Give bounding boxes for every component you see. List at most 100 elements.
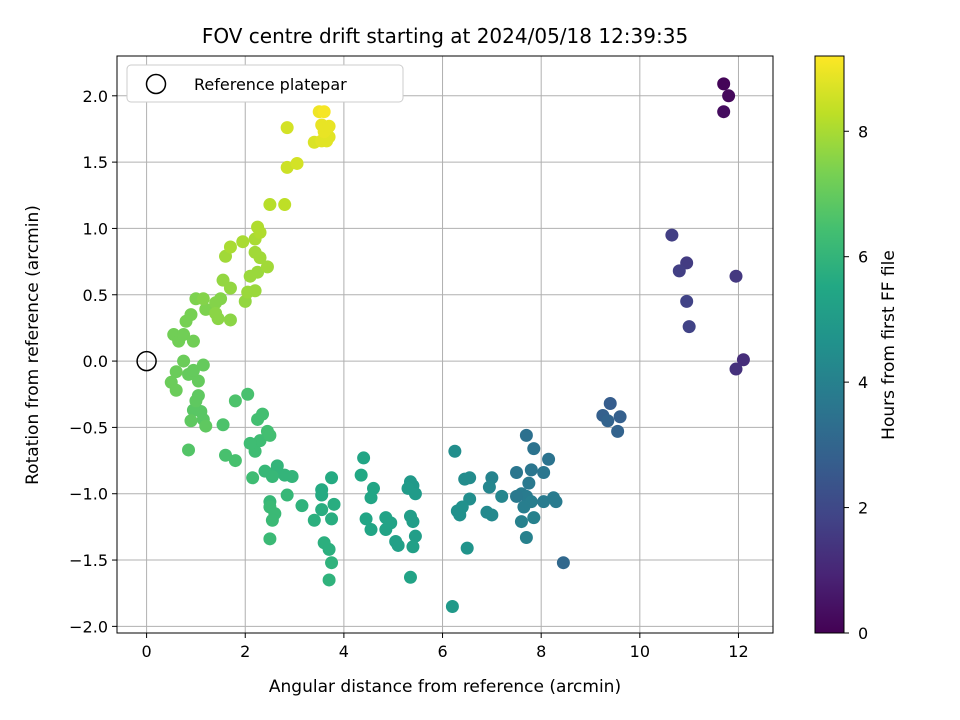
scatter-point: [519, 530, 533, 544]
scatter-point: [359, 512, 373, 526]
scatter-point: [537, 466, 551, 480]
chart-title: FOV centre drift starting at 2024/05/18 …: [202, 24, 688, 48]
scatter-point: [223, 240, 237, 254]
scatter-point: [199, 302, 213, 316]
colorbar-gradient: [814, 55, 845, 634]
scatter-point: [519, 428, 533, 442]
colorbar-tick-label: 8: [858, 122, 868, 141]
scatter-point: [601, 414, 615, 428]
scatter-point: [524, 463, 538, 477]
scatter-point: [325, 471, 339, 485]
scatter-point: [219, 448, 233, 462]
scatter-point: [280, 488, 294, 502]
scatter-point: [325, 512, 339, 526]
scatter-point: [514, 515, 528, 529]
reference-point-marker: [136, 350, 157, 372]
scatter-point: [265, 513, 279, 527]
scatter-point: [184, 308, 198, 322]
colorbar-tick-label: 6: [858, 248, 868, 267]
scatter-point: [228, 394, 242, 408]
y-tick-label: 0.5: [83, 286, 108, 305]
scatter-point: [453, 508, 467, 522]
scatter-point: [256, 407, 270, 421]
scatter-point: [199, 419, 213, 433]
scatter-point: [265, 469, 279, 483]
colorbar-tick-label: 0: [858, 624, 868, 643]
scatter-point: [729, 269, 743, 283]
grid: [117, 56, 773, 633]
x-tick-label: 6: [437, 642, 447, 661]
colorbar-ticks: 0 2 4 6 8: [844, 122, 868, 643]
y-axis-label: Rotation from reference (arcmin): [23, 205, 43, 485]
scatter-point: [223, 281, 237, 295]
scatter-point: [191, 374, 205, 388]
scatter-point: [263, 198, 277, 212]
scatter-point: [211, 312, 225, 326]
scatter-point: [243, 436, 257, 450]
colorbar-tick-label: 4: [858, 373, 868, 392]
scatter-point: [315, 503, 329, 517]
scatter-point: [510, 489, 524, 503]
scatter-point: [364, 491, 378, 505]
scatter-point: [248, 284, 262, 298]
x-axis-label: Angular distance from reference (arcmin): [269, 677, 621, 697]
scatter-point: [408, 487, 422, 501]
scatter-point: [307, 513, 321, 527]
scatter-point: [263, 428, 277, 442]
scatter-point: [251, 220, 265, 234]
colorbar-label: Hours from first FF file: [879, 250, 899, 440]
scatter-point: [517, 500, 531, 514]
scatter-point: [184, 414, 198, 428]
scatter-point: [672, 264, 686, 278]
x-tick-label: 12: [728, 642, 748, 661]
plot-area-frame: [116, 55, 774, 634]
scatter-point: [322, 573, 336, 587]
scatter-point: [189, 394, 203, 408]
scatter-point: [177, 354, 191, 368]
scatter-point: [445, 599, 459, 613]
scatter-point: [196, 358, 210, 372]
x-tick-label: 0: [142, 642, 152, 661]
scatter-point: [278, 198, 292, 212]
scatter-point: [736, 353, 750, 367]
scatter-point: [403, 570, 417, 584]
scatter-point: [223, 313, 237, 327]
y-tick-label: −1.5: [69, 551, 108, 570]
y-tick-label: −0.5: [69, 418, 108, 437]
scatter-point: [510, 466, 524, 480]
legend-open-circle-marker: [145, 73, 167, 95]
colorbar: 0 2 4 6 8 Hours from first FF file: [814, 55, 899, 643]
colorbar-tick-label: 2: [858, 499, 868, 518]
legend-box: [126, 64, 404, 103]
scatter-point: [537, 495, 551, 509]
scatter-point: [357, 451, 371, 465]
scatter-point: [263, 532, 277, 546]
scatter-point: [327, 497, 341, 511]
scatter-point: [448, 444, 462, 458]
scatter-point: [290, 156, 304, 170]
scatter-point: [260, 260, 274, 274]
y-tick-label: 0.0: [83, 352, 108, 371]
scatter-point: [280, 121, 294, 135]
scatter-point: [406, 515, 420, 529]
x-tick-label: 10: [630, 642, 650, 661]
scatter-point: [522, 476, 536, 490]
y-tick-label: −2.0: [69, 617, 108, 636]
x-tick-label: 4: [339, 642, 349, 661]
scatter-point: [322, 119, 336, 133]
scatter-point: [722, 89, 736, 103]
scatter-point: [665, 228, 679, 242]
scatter-point: [317, 105, 331, 119]
scatter-point: [717, 105, 731, 119]
scatter-point: [354, 468, 368, 482]
scatter-point: [325, 556, 339, 570]
scatter-point: [549, 495, 563, 509]
scatter-point: [216, 418, 230, 432]
y-tick-label: 1.5: [83, 153, 108, 172]
scatter-point: [527, 511, 541, 525]
scatter-point: [613, 410, 627, 424]
scatter-point: [495, 489, 509, 503]
scatter-point: [251, 265, 265, 279]
scatter-point: [460, 541, 474, 555]
